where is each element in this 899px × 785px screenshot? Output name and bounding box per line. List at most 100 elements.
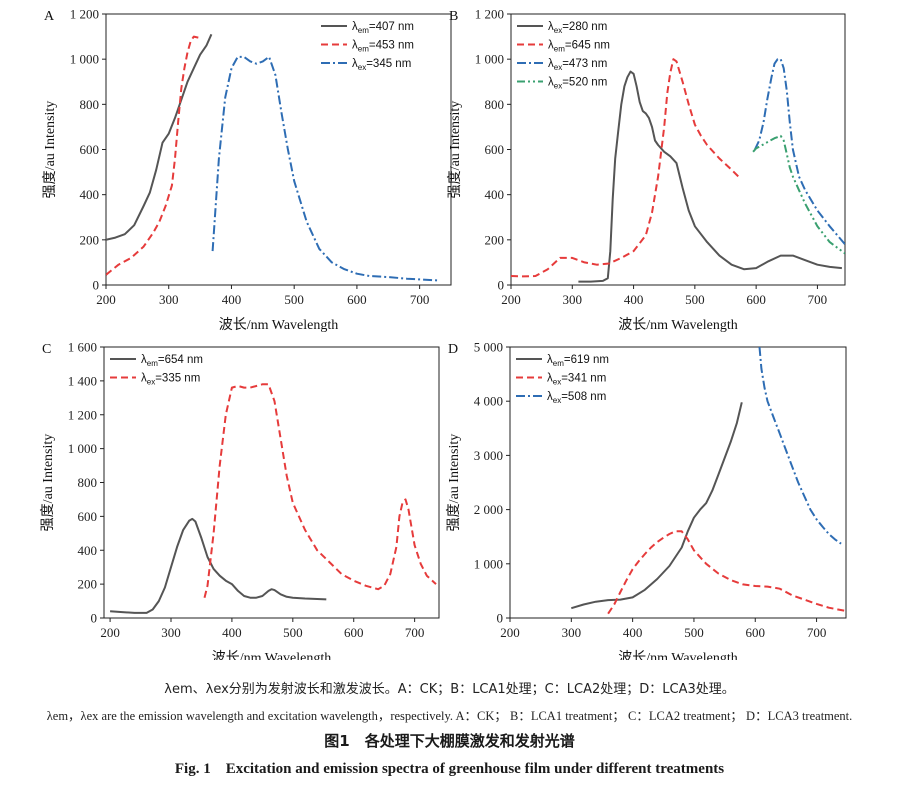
legend-entry: λex=341 nm <box>547 373 606 387</box>
y-axis-label: 强度/au Intensity <box>42 101 58 199</box>
series-line-2 <box>511 58 742 278</box>
legend-subscript: em <box>358 45 369 54</box>
legend-lambda: λ <box>547 354 553 366</box>
series-line-2 <box>607 530 846 615</box>
plot-frame <box>105 13 452 286</box>
panel-letter: D <box>448 342 458 357</box>
y-tick-label: 200 <box>80 232 100 247</box>
legend-lambda: λ <box>548 40 554 52</box>
legend-entry: λem=645 nm <box>548 40 610 54</box>
series-line-1 <box>578 70 842 283</box>
x-tick-label: 400 <box>222 625 242 640</box>
y-tick-label: 800 <box>78 475 98 490</box>
legend-lambda: λ <box>352 21 358 33</box>
y-tick-label: 200 <box>485 232 505 247</box>
y-tick-label: 1 000 <box>474 556 503 571</box>
y-axis-label: 强度/au Intensity <box>446 434 462 532</box>
legend-lambda: λ <box>141 354 147 366</box>
series-line-4 <box>752 134 845 255</box>
y-tick-label: 3 000 <box>474 448 503 463</box>
legend-subscript: em <box>554 45 565 54</box>
series-line-2 <box>106 35 200 276</box>
y-tick-label: 400 <box>80 187 100 202</box>
series-line-3 <box>211 55 439 282</box>
y-tick-label: 1 200 <box>475 7 504 22</box>
figure-panels: A 200 300 400 500 600 700 0 200 400 600 800 1 000 1 2… <box>40 7 847 660</box>
series-line-1 <box>571 402 743 610</box>
legend-subscript: em <box>358 26 369 35</box>
legend-entry: λex=508 nm <box>547 391 606 405</box>
figure-note-zh: λem、λex分别为发射波长和激发波长。A：CK；B：LCA1处理；C：LCA2… <box>164 682 735 697</box>
legend-entry: λem=654 nm <box>141 354 203 368</box>
legend-subscript: em <box>553 359 564 368</box>
x-tick-label: 500 <box>684 625 704 640</box>
x-tick-label: 300 <box>562 625 582 640</box>
y-tick-label: 1 200 <box>68 407 97 422</box>
y-tick-label: 5 000 <box>474 340 503 355</box>
y-tick-label: 2 000 <box>474 502 503 517</box>
y-tick-label: 400 <box>485 187 505 202</box>
panel-letter: A <box>44 9 55 24</box>
series-line-1 <box>106 33 213 241</box>
legend-value: =473 nm <box>562 58 607 70</box>
y-tick-label: 200 <box>78 577 98 592</box>
legend-value: =280 nm <box>562 21 607 33</box>
x-tick-label: 300 <box>159 292 179 307</box>
x-tick-label: 200 <box>501 292 521 307</box>
y-tick-label: 1 400 <box>68 373 97 388</box>
x-tick-label: 300 <box>563 292 583 307</box>
legend-lambda: λ <box>548 21 554 33</box>
legend-value: =453 nm <box>369 40 414 52</box>
x-axis-label: 波长/nm Wavelength <box>618 317 738 333</box>
x-tick-label: 700 <box>808 292 828 307</box>
x-tick-label: 700 <box>807 625 827 640</box>
legend-subscript: ex <box>554 63 562 72</box>
legend-value: =407 nm <box>369 21 414 33</box>
y-tick-label: 1 000 <box>475 52 504 67</box>
y-tick-label: 1 600 <box>68 340 97 355</box>
x-tick-label: 600 <box>344 625 364 640</box>
y-tick-label: 1 200 <box>70 7 99 22</box>
series-line-2 <box>203 383 437 598</box>
legend-value: =520 nm <box>562 77 607 89</box>
x-tick-label: 300 <box>161 625 181 640</box>
legend-subscript: ex <box>147 378 155 387</box>
x-axis-label: 波长/nm Wavelength <box>219 317 339 333</box>
y-tick-label: 600 <box>80 142 100 157</box>
y-tick-label: 0 <box>497 611 504 626</box>
legend-subscript: ex <box>358 63 366 72</box>
plot-frame <box>509 346 847 619</box>
legend-value: =335 nm <box>155 373 200 385</box>
y-tick-label: 600 <box>485 142 505 157</box>
y-tick-label: 1 000 <box>68 441 97 456</box>
y-tick-label: 4 000 <box>474 394 503 409</box>
legend-lambda: λ <box>352 40 358 52</box>
legend-entry: λex=345 nm <box>352 58 411 72</box>
legend-lambda: λ <box>352 58 358 70</box>
y-tick-label: 400 <box>78 543 98 558</box>
legend-entry: λex=520 nm <box>548 77 607 91</box>
x-axis-label: 波长/nm Wavelength <box>618 650 738 660</box>
plot-frame <box>103 346 440 619</box>
legend-value: =619 nm <box>564 354 609 366</box>
y-tick-label: 0 <box>91 611 98 626</box>
x-tick-label: 500 <box>685 292 705 307</box>
legend-subscript: em <box>147 359 158 368</box>
legend-subscript: ex <box>554 26 562 35</box>
legend-entry: λex=280 nm <box>548 21 607 35</box>
y-axis-label: 强度/au Intensity <box>447 101 463 199</box>
legend-lambda: λ <box>547 373 553 385</box>
legend-entry: λex=473 nm <box>548 58 607 72</box>
x-tick-label: 600 <box>347 292 367 307</box>
legend-entry: λex=335 nm <box>141 373 200 387</box>
y-tick-label: 0 <box>93 278 100 293</box>
y-tick-label: 0 <box>498 278 505 293</box>
figure-note-en: λem，λex are the emission wavelength and … <box>46 709 853 723</box>
y-tick-label: 1 000 <box>70 52 99 67</box>
legend-lambda: λ <box>141 373 147 385</box>
panel-d: D 200 300 400 500 600 700 0 1 000 2 000 3 000 4 000… <box>446 340 847 660</box>
legend-value: =341 nm <box>561 373 606 385</box>
